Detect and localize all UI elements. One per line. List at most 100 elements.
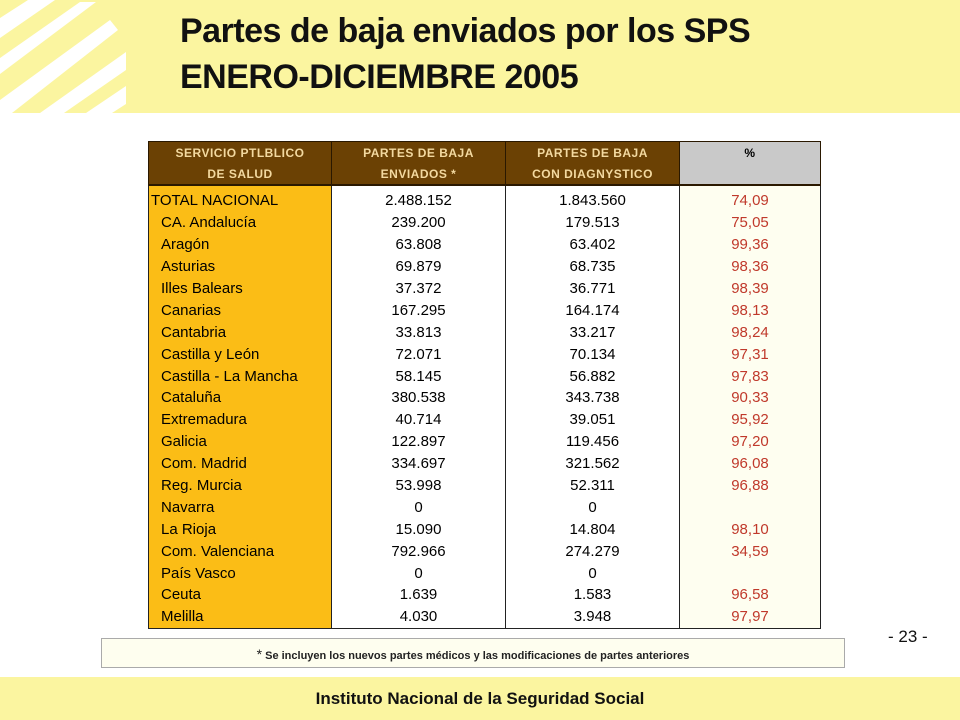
region-name: Reg. Murcia — [148, 474, 332, 497]
col-subheader-diagnosis: CON DIAGNYSTICO — [505, 163, 680, 186]
region-name: Com. Madrid — [148, 452, 332, 475]
sent-value: 58.145 — [331, 365, 506, 388]
page-number: - 23 - — [888, 627, 928, 646]
region-name: Cataluña — [148, 387, 332, 409]
institution-name: Instituto Nacional de la Seguridad Socia… — [315, 689, 645, 708]
table-row: Reg. Murcia 53.998 52.311 96,88 — [148, 474, 821, 497]
diagnosis-value: 52.311 — [505, 474, 680, 497]
table-row-total: TOTAL NACIONAL 2.488.152 1.843.560 74,09 — [148, 185, 821, 212]
sent-value: 239.200 — [331, 211, 506, 234]
diagnosis-value: 0 — [505, 562, 680, 585]
region-name: TOTAL NACIONAL — [148, 185, 332, 212]
sent-value: 1.639 — [331, 584, 506, 606]
table-row: Cantabria 33.813 33.217 98,24 — [148, 321, 821, 344]
sent-value: 4.030 — [331, 605, 506, 629]
col-subheader-percent — [679, 163, 821, 186]
percent-value: 96,58 — [679, 584, 821, 606]
percent-value: 97,83 — [679, 365, 821, 388]
data-table-container: SERVICIO PTLBLICO PARTES DE BAJA PARTES … — [148, 141, 821, 629]
table-row: Com. Madrid 334.697 321.562 96,08 — [148, 452, 821, 475]
percent-value: 97,20 — [679, 430, 821, 453]
col-header-service: SERVICIO PTLBLICO — [148, 141, 332, 163]
percent-value: 95,92 — [679, 408, 821, 431]
sent-value: 15.090 — [331, 518, 506, 541]
region-name: La Rioja — [148, 518, 332, 541]
region-name: Castilla - La Mancha — [148, 365, 332, 388]
region-name: Com. Valenciana — [148, 540, 332, 563]
col-header-diagnosis: PARTES DE BAJA — [505, 141, 680, 163]
percent-value: 97,97 — [679, 605, 821, 629]
table-row: Extremadura 40.714 39.051 95,92 — [148, 408, 821, 431]
percent-value: 96,88 — [679, 474, 821, 497]
region-name: Asturias — [148, 255, 332, 278]
logo-graphic — [0, 0, 126, 113]
sent-value: 122.897 — [331, 430, 506, 453]
inss-logo — [0, 0, 126, 113]
sent-value: 69.879 — [331, 255, 506, 278]
percent-value: 98,36 — [679, 255, 821, 278]
table-body: TOTAL NACIONAL 2.488.152 1.843.560 74,09 CA.… — [148, 185, 821, 629]
col-subheader-sent: ENVIADOS * — [331, 163, 506, 186]
col-header-sent: PARTES DE BAJA — [331, 141, 506, 163]
sent-value: 792.966 — [331, 540, 506, 563]
diagnosis-value: 14.804 — [505, 518, 680, 541]
diagnosis-value: 274.279 — [505, 540, 680, 563]
diagnosis-value: 3.948 — [505, 605, 680, 629]
table-row: Melilla 4.030 3.948 97,97 — [148, 605, 821, 629]
table-row: Galicia 122.897 119.456 97,20 — [148, 430, 821, 453]
table-row: Navarra 0 0 — [148, 496, 821, 519]
diagnosis-value: 164.174 — [505, 299, 680, 322]
region-name: Canarias — [148, 299, 332, 322]
diagnosis-value: 1.843.560 — [505, 185, 680, 212]
percent-value: 96,08 — [679, 452, 821, 475]
table-row: La Rioja 15.090 14.804 98,10 — [148, 518, 821, 541]
diagnosis-value: 39.051 — [505, 408, 680, 431]
diagnosis-value: 0 — [505, 496, 680, 519]
footnote-text: Se incluyen los nuevos partes médicos y … — [265, 650, 690, 662]
diagnosis-value: 70.134 — [505, 343, 680, 366]
sent-value: 63.808 — [331, 233, 506, 256]
table-row: Cataluña 380.538 343.738 90,33 — [148, 387, 821, 409]
percent-value: 98,13 — [679, 299, 821, 322]
diagnosis-value: 1.583 — [505, 584, 680, 606]
footer-band: Instituto Nacional de la Seguridad Socia… — [0, 677, 960, 720]
table-row: Castilla y León 72.071 70.134 97,31 — [148, 343, 821, 366]
title-line-2: ENERO-DICIEMBRE 2005 — [180, 58, 579, 96]
table-row: País Vasco 0 0 — [148, 562, 821, 585]
table-row: Asturias 69.879 68.735 98,36 — [148, 255, 821, 278]
sent-value: 2.488.152 — [331, 185, 506, 212]
sent-value: 0 — [331, 562, 506, 585]
diagnosis-value: 179.513 — [505, 211, 680, 234]
percent-value: 97,31 — [679, 343, 821, 366]
table-row: CA. Andalucía 239.200 179.513 75,05 — [148, 211, 821, 234]
region-name: Melilla — [148, 605, 332, 629]
region-name: Galicia — [148, 430, 332, 453]
diagnosis-value: 68.735 — [505, 255, 680, 278]
col-header-percent: % — [679, 141, 821, 163]
region-name: Castilla y León — [148, 343, 332, 366]
diagnosis-value: 36.771 — [505, 277, 680, 300]
region-name: Illes Balears — [148, 277, 332, 300]
footnote: * Se incluyen los nuevos partes médicos … — [101, 638, 845, 668]
region-name: CA. Andalucía — [148, 211, 332, 234]
diagnosis-value: 33.217 — [505, 321, 680, 344]
table-row: Canarias 167.295 164.174 98,13 — [148, 299, 821, 322]
percent-value: 90,33 — [679, 387, 821, 409]
sent-value: 334.697 — [331, 452, 506, 475]
region-name: Extremadura — [148, 408, 332, 431]
sent-value: 33.813 — [331, 321, 506, 344]
region-name: Ceuta — [148, 584, 332, 606]
diagnosis-value: 343.738 — [505, 387, 680, 409]
table-row: Ceuta 1.639 1.583 96,58 — [148, 584, 821, 606]
sent-value: 53.998 — [331, 474, 506, 497]
table-header-row-2: DE SALUD ENVIADOS * CON DIAGNYSTICO — [148, 163, 821, 186]
diagnosis-value: 321.562 — [505, 452, 680, 475]
sent-value: 380.538 — [331, 387, 506, 409]
percent-value: 99,36 — [679, 233, 821, 256]
footnote-marker: * — [256, 646, 263, 662]
percent-value: 34,59 — [679, 540, 821, 563]
region-name: País Vasco — [148, 562, 332, 585]
region-name: Cantabria — [148, 321, 332, 344]
table-header-row-1: SERVICIO PTLBLICO PARTES DE BAJA PARTES … — [148, 141, 821, 163]
sent-value: 167.295 — [331, 299, 506, 322]
